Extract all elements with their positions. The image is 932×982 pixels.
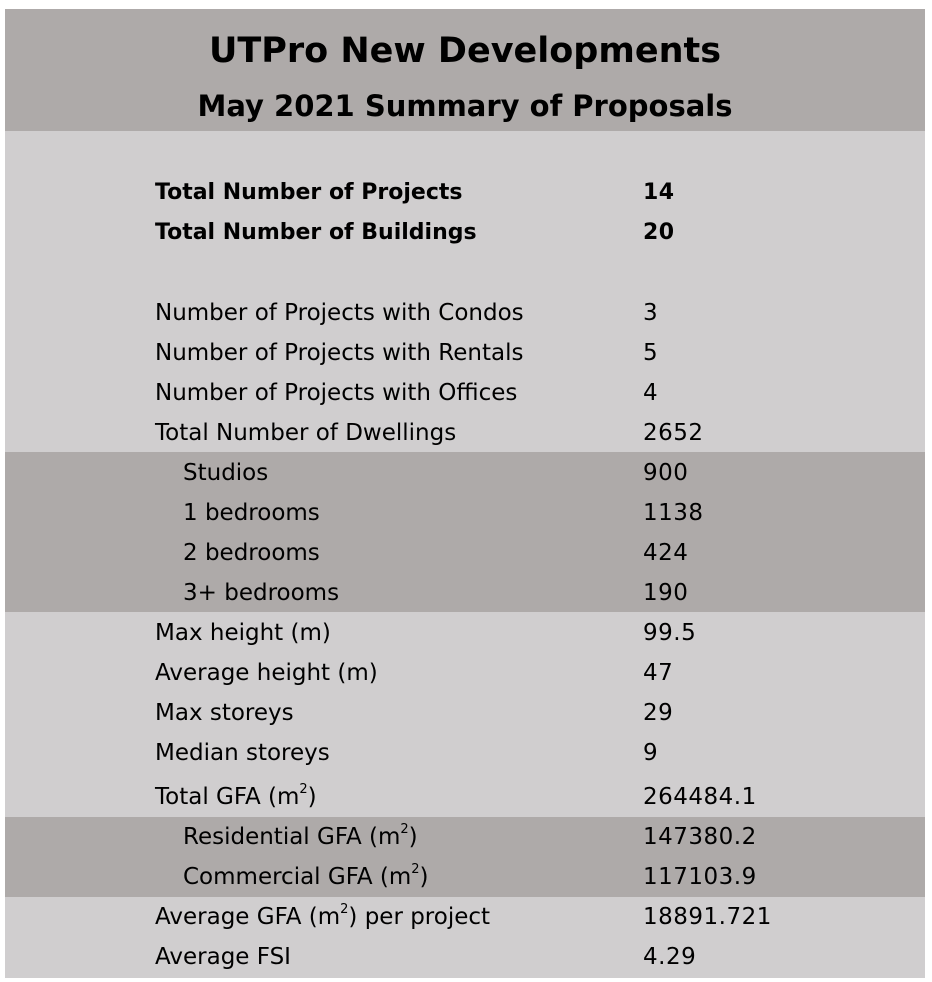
row-value: 424: [643, 540, 689, 566]
row-label: Average height (m): [155, 660, 378, 686]
row-value: 2652: [643, 420, 704, 446]
row-value: 47: [643, 660, 674, 686]
row-value: 1138: [643, 500, 704, 526]
row-value: 264484.1: [643, 784, 757, 810]
superscript: 2: [299, 782, 308, 798]
row-value: 20: [643, 220, 675, 245]
row-label: Max height (m): [155, 620, 331, 646]
summary-row: Max storeys 29: [5, 693, 925, 733]
summary-row: Total Number of Projects 14: [5, 173, 925, 213]
summary-row: Commercial GFA (m2) 117103.9: [5, 857, 925, 897]
row-label: Max storeys: [155, 700, 294, 726]
row-label: Average GFA (m2) per project: [155, 902, 491, 930]
row-label: Total Number of Dwellings: [155, 420, 457, 446]
summary-row: Median storeys 9: [5, 733, 925, 773]
row-label: Total Number of Buildings: [155, 220, 477, 245]
row-value: 147380.2: [643, 824, 757, 850]
row-value: 3: [643, 300, 659, 326]
superscript: 2: [340, 902, 349, 918]
summary-row: Average GFA (m2) per project 18891.721: [5, 897, 925, 937]
summary-row: 2 bedrooms 424: [5, 533, 925, 573]
row-label: 3+ bedrooms: [183, 580, 340, 606]
superscript: 2: [400, 822, 409, 838]
row-label: Total GFA (m2): [155, 782, 317, 810]
row-label: Number of Projects with Rentals: [155, 340, 524, 366]
summary-row: Average FSI 4.29: [5, 937, 925, 977]
summary-row: Studios 900: [5, 453, 925, 493]
row-value: 99.5: [643, 620, 697, 646]
row-value: 18891.721: [643, 904, 772, 930]
row-label: 1 bedrooms: [183, 500, 320, 526]
page-subtitle: May 2021 Summary of Proposals: [197, 89, 733, 123]
summary-sheet: UTPro New Developments May 2021 Summary …: [5, 9, 925, 978]
row-label: Median storeys: [155, 740, 330, 766]
row-value: 9: [643, 740, 659, 766]
summary-row: Total Number of Buildings 20: [5, 213, 925, 253]
row-label: Number of Projects with Condos: [155, 300, 524, 326]
superscript: 2: [411, 862, 420, 878]
summary-row: Number of Projects with Rentals 5: [5, 333, 925, 373]
summary-row: 3+ bedrooms 190: [5, 573, 925, 613]
row-label: 2 bedrooms: [183, 540, 320, 566]
gfa-breakdown-band: [5, 817, 925, 897]
dwelling-breakdown-band: [5, 452, 925, 612]
row-label: Average FSI: [155, 944, 291, 970]
row-label: Studios: [183, 460, 269, 486]
row-label: Residential GFA (m2): [183, 822, 418, 850]
summary-row: Number of Projects with Offices 4: [5, 373, 925, 413]
row-value: 29: [643, 700, 674, 726]
summary-row: Max height (m) 99.5: [5, 613, 925, 653]
row-value: 14: [643, 180, 675, 205]
row-value: 4: [643, 380, 659, 406]
row-value: 5: [643, 340, 659, 366]
header-band: UTPro New Developments May 2021 Summary …: [5, 9, 925, 131]
row-value: 117103.9: [643, 864, 757, 890]
summary-row: Total Number of Dwellings 2652: [5, 413, 925, 453]
row-label: Commercial GFA (m2): [183, 862, 429, 890]
summary-row: 1 bedrooms 1138: [5, 493, 925, 533]
page-title: UTPro New Developments: [208, 31, 722, 71]
summary-row: Residential GFA (m2) 147380.2: [5, 817, 925, 857]
summary-row: Total GFA (m2) 264484.1: [5, 777, 925, 817]
row-label: Total Number of Projects: [155, 180, 463, 205]
row-value: 190: [643, 580, 689, 606]
summary-row: Number of Projects with Condos 3: [5, 293, 925, 333]
row-value: 4.29: [643, 944, 697, 970]
summary-row: Average height (m) 47: [5, 653, 925, 693]
row-value: 900: [643, 460, 689, 486]
row-label: Number of Projects with Offices: [155, 380, 518, 406]
